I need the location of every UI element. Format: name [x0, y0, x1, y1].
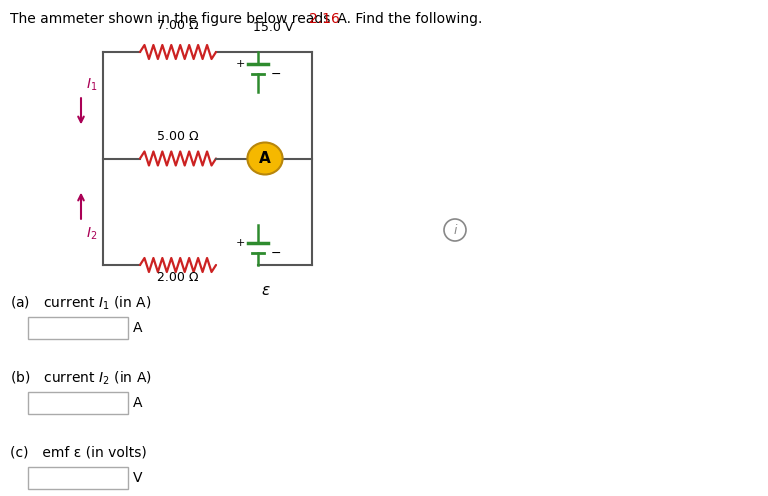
Text: The ammeter shown in the figure below reads: The ammeter shown in the figure below re… [10, 12, 335, 26]
Text: $I_2$: $I_2$ [86, 226, 98, 242]
Text: (b) current $I_2$ (in A): (b) current $I_2$ (in A) [10, 370, 152, 387]
Ellipse shape [247, 142, 283, 175]
Text: +: + [236, 59, 245, 69]
Text: 5.00 Ω: 5.00 Ω [157, 129, 199, 142]
Text: 15.0 V: 15.0 V [253, 21, 293, 34]
Text: −: − [271, 247, 282, 259]
Text: 2.16: 2.16 [309, 12, 340, 26]
FancyBboxPatch shape [28, 392, 128, 414]
Text: −: − [271, 67, 282, 80]
Text: (a) current $I_1$ (in A): (a) current $I_1$ (in A) [10, 295, 151, 312]
Text: ε: ε [261, 283, 270, 298]
Text: (c) emf ε (in volts): (c) emf ε (in volts) [10, 445, 147, 459]
Text: A. Find the following.: A. Find the following. [333, 12, 482, 26]
Text: 2.00 Ω: 2.00 Ω [157, 271, 199, 284]
Text: A: A [259, 151, 271, 166]
Text: V: V [133, 471, 143, 485]
Text: +: + [236, 238, 245, 248]
FancyBboxPatch shape [28, 467, 128, 489]
Text: A: A [133, 321, 143, 335]
Text: 7.00 Ω: 7.00 Ω [157, 19, 199, 32]
Text: i: i [453, 224, 457, 237]
Text: A: A [133, 396, 143, 410]
Text: $I_1$: $I_1$ [86, 77, 98, 93]
FancyBboxPatch shape [28, 317, 128, 339]
